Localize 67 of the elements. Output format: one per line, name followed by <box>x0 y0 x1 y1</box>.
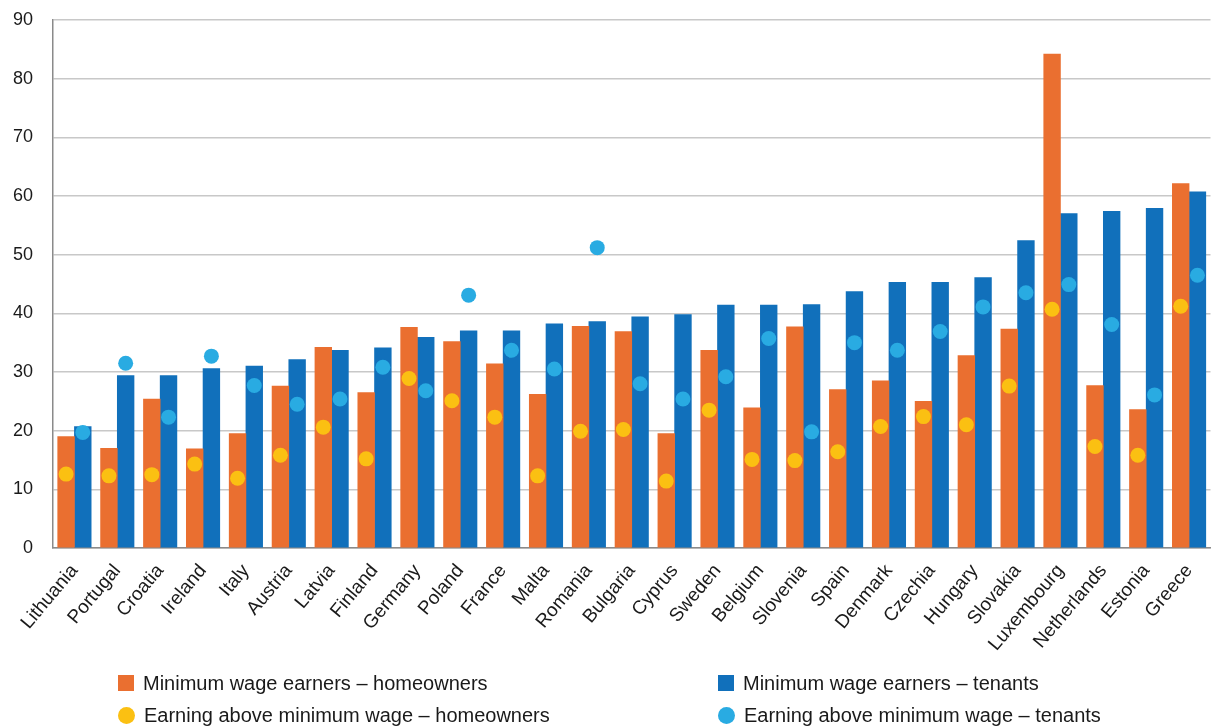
bar <box>1060 213 1078 548</box>
y-tick-label: 10 <box>12 478 33 499</box>
bar <box>1102 210 1121 548</box>
bar <box>871 380 890 548</box>
bar <box>931 281 949 548</box>
y-tick-label: 60 <box>12 184 33 205</box>
legend-label: Earning above minimum wage – homeowners <box>144 704 550 726</box>
bar <box>271 385 290 548</box>
bar <box>57 436 75 548</box>
bar <box>1129 409 1147 548</box>
y-tick-label: 0 <box>22 536 33 557</box>
y-tick-label: 90 <box>12 8 33 29</box>
bar <box>331 349 349 548</box>
bar <box>829 389 847 548</box>
bar <box>657 433 675 548</box>
y-tick-label: 20 <box>12 419 33 440</box>
bar <box>760 304 778 548</box>
bar <box>357 392 375 548</box>
bar <box>743 407 761 548</box>
y-tick-label: 40 <box>12 302 33 323</box>
bar <box>314 347 332 548</box>
bar <box>1000 328 1018 548</box>
bar <box>443 341 461 548</box>
bar <box>245 365 263 548</box>
bar <box>888 281 907 548</box>
y-tick-label: 50 <box>12 243 33 264</box>
bar <box>228 433 247 548</box>
y-tick-label: 30 <box>12 360 33 381</box>
bar <box>974 277 992 548</box>
bar <box>1017 240 1035 548</box>
bar <box>571 325 590 548</box>
bar <box>502 330 521 548</box>
x-tick-label: Italy <box>214 559 254 600</box>
legend-label: Earning above minimum wage – tenants <box>744 704 1101 726</box>
bar <box>1188 191 1207 548</box>
bar <box>845 291 864 548</box>
bar <box>528 393 547 548</box>
bar <box>417 337 435 548</box>
bar <box>588 321 606 548</box>
bar <box>486 363 504 548</box>
bar <box>802 304 821 548</box>
bar <box>674 314 692 548</box>
bar <box>786 326 804 548</box>
bar <box>1172 183 1190 548</box>
bar <box>288 359 306 548</box>
bar <box>159 375 178 548</box>
bar <box>545 323 564 548</box>
bar <box>143 398 161 548</box>
bar <box>400 327 418 548</box>
bar <box>914 401 933 548</box>
bar <box>1145 207 1164 548</box>
bar <box>116 375 135 548</box>
bar <box>374 347 392 548</box>
bar <box>1043 53 1061 548</box>
bar <box>459 330 478 548</box>
bar <box>957 355 976 548</box>
y-tick-label: 70 <box>12 126 33 147</box>
bar <box>700 349 718 548</box>
bar <box>202 368 221 548</box>
bar <box>100 447 118 548</box>
legend-label: Minimum wage earners – homeowners <box>143 672 488 694</box>
y-tick-label: 80 <box>12 67 33 88</box>
bar <box>614 331 633 548</box>
bar <box>1086 385 1104 548</box>
bar <box>631 316 649 548</box>
legend-label: Minimum wage earners – tenants <box>743 672 1039 694</box>
bar <box>717 304 735 548</box>
